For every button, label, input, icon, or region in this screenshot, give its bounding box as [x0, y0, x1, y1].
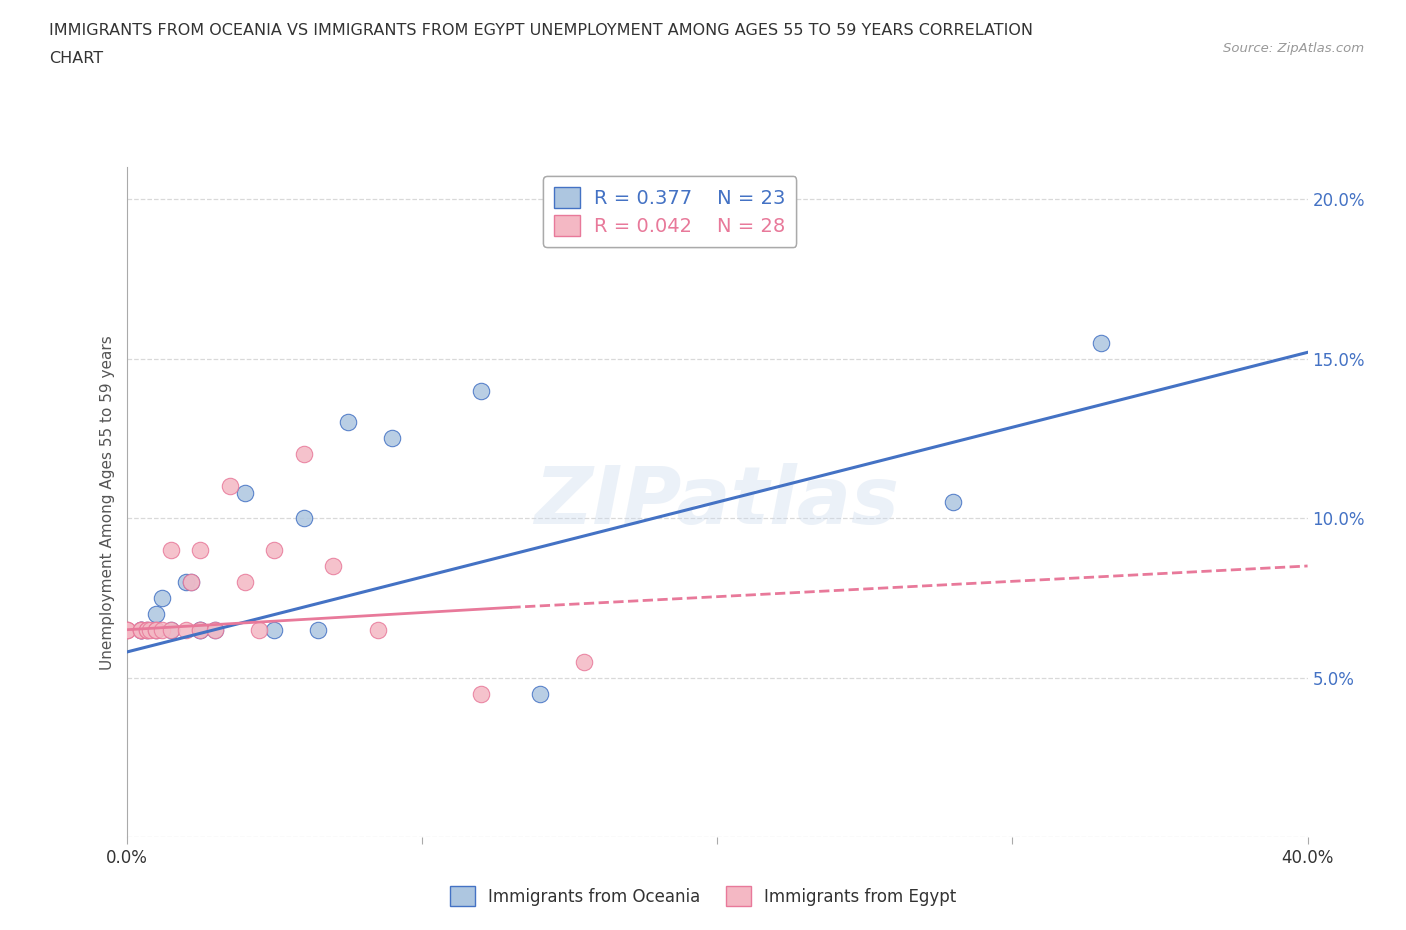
Point	[337, 415, 360, 430]
Point	[159, 622, 183, 637]
Point	[129, 622, 153, 637]
Text: ZIPatlas: ZIPatlas	[534, 463, 900, 541]
Point	[129, 622, 153, 637]
Point	[470, 686, 492, 701]
Point	[136, 622, 159, 637]
Point	[150, 622, 173, 637]
Point	[219, 479, 242, 494]
Y-axis label: Unemployment Among Ages 55 to 59 years: Unemployment Among Ages 55 to 59 years	[100, 335, 115, 670]
Point	[180, 575, 202, 590]
Text: IMMIGRANTS FROM OCEANIA VS IMMIGRANTS FROM EGYPT UNEMPLOYMENT AMONG AGES 55 TO 5: IMMIGRANTS FROM OCEANIA VS IMMIGRANTS FR…	[49, 23, 1033, 38]
Point	[180, 575, 202, 590]
Point	[174, 622, 197, 637]
Point	[292, 447, 315, 462]
Point	[139, 622, 162, 637]
Point	[381, 431, 404, 445]
Point	[115, 622, 138, 637]
Point	[188, 622, 211, 637]
Point	[233, 575, 256, 590]
Point	[204, 622, 226, 637]
Point	[322, 559, 344, 574]
Point	[129, 622, 153, 637]
Point	[233, 485, 256, 500]
Point	[145, 606, 167, 621]
Point	[115, 622, 138, 637]
Point	[1090, 336, 1112, 351]
Point	[159, 542, 183, 557]
Point	[150, 591, 173, 605]
Legend: Immigrants from Oceania, Immigrants from Egypt: Immigrants from Oceania, Immigrants from…	[443, 880, 963, 912]
Point	[115, 622, 138, 637]
Point	[159, 622, 183, 637]
Point	[129, 622, 153, 637]
Text: CHART: CHART	[49, 51, 103, 66]
Point	[145, 622, 167, 637]
Point	[188, 622, 211, 637]
Point	[263, 542, 285, 557]
Point	[292, 511, 315, 525]
Point	[470, 383, 492, 398]
Point	[247, 622, 270, 637]
Point	[174, 575, 197, 590]
Point	[366, 622, 388, 637]
Point	[136, 622, 159, 637]
Point	[188, 542, 211, 557]
Point	[129, 622, 153, 637]
Point	[942, 495, 965, 510]
Point	[307, 622, 329, 637]
Point	[145, 622, 167, 637]
Point	[129, 622, 153, 637]
Text: Source: ZipAtlas.com: Source: ZipAtlas.com	[1223, 42, 1364, 55]
Legend: R = 0.377    N = 23, R = 0.042    N = 28: R = 0.377 N = 23, R = 0.042 N = 28	[544, 177, 796, 247]
Point	[136, 622, 159, 637]
Point	[145, 622, 167, 637]
Point	[574, 654, 596, 669]
Point	[188, 622, 211, 637]
Point	[263, 622, 285, 637]
Point	[529, 686, 551, 701]
Point	[204, 622, 226, 637]
